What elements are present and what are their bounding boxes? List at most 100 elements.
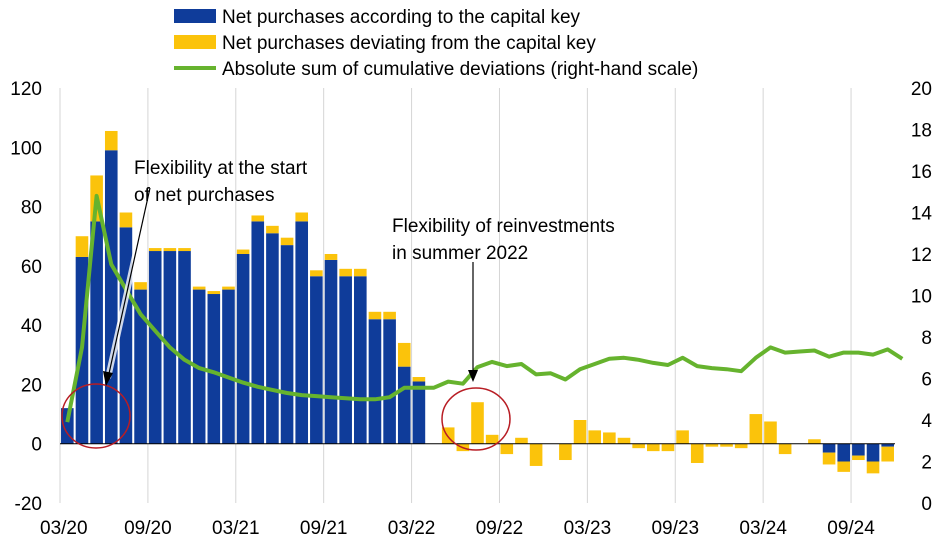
bar-deviating — [676, 430, 689, 444]
y2-tick-label: 12 — [911, 245, 932, 266]
bar-deviating — [368, 311, 382, 320]
bar-deviating — [690, 443, 704, 463]
bar-deviating — [881, 446, 894, 462]
bar-capital-key — [383, 319, 396, 444]
x-tick-label: 03/20 — [40, 518, 88, 539]
bar-deviating — [148, 248, 162, 252]
x-tick-label: 03/24 — [739, 518, 787, 539]
bar-capital-key — [822, 443, 836, 453]
y2-tick-label: 10 — [911, 287, 932, 308]
legend-label: Absolute sum of cumulative deviations (r… — [222, 59, 698, 80]
bars — [61, 130, 894, 474]
y-tick-label: 120 — [10, 79, 42, 100]
y2-tick-label: 18 — [911, 121, 932, 142]
arrow-head — [468, 370, 478, 382]
annotation-text: of net purchases — [134, 185, 274, 206]
bar-deviating — [412, 377, 426, 382]
bar-deviating — [324, 254, 338, 260]
bar-deviating — [866, 461, 880, 474]
bar-deviating — [354, 268, 367, 277]
legend: Net purchases according to the capital k… — [174, 7, 698, 80]
x-tick-label: 09/23 — [651, 518, 699, 539]
y-tick-label: 80 — [21, 198, 42, 219]
annotation-text: in summer 2022 — [392, 243, 528, 264]
bar-deviating — [500, 443, 514, 455]
bar-capital-key — [61, 408, 74, 444]
axes: -20 0 20 40 60 80 100 120 0 2 4 6 8 10 12 14 16 18 20 03/20… — [10, 79, 932, 539]
bar-capital-key — [266, 233, 279, 444]
bar-capital-key — [412, 381, 426, 444]
bar-deviating — [163, 248, 177, 252]
bar-deviating — [749, 414, 763, 444]
bar-deviating — [764, 421, 777, 444]
highlight-circle — [441, 387, 511, 451]
bar-deviating — [192, 286, 206, 290]
bar-deviating — [397, 342, 411, 367]
bar-deviating — [266, 225, 279, 234]
bar-capital-key — [207, 294, 221, 444]
legend-label: Net purchases deviating from the capital… — [222, 33, 596, 54]
bar-deviating — [529, 443, 543, 466]
bar-deviating — [134, 282, 147, 290]
y2-tick-label: 20 — [911, 79, 932, 100]
annotation-text: Flexibility of reinvestments — [392, 216, 615, 237]
bar-deviating — [588, 430, 601, 444]
bar-deviating — [720, 443, 733, 447]
y2-tick-label: 4 — [921, 411, 932, 432]
bar-capital-key — [134, 289, 147, 444]
y-tick-label: 100 — [10, 138, 42, 159]
bar-deviating — [119, 212, 133, 228]
bar-capital-key — [881, 443, 894, 447]
annotations: Flexibility at the start of net purchases… — [61, 158, 615, 451]
y2-tick-label: 6 — [921, 370, 932, 391]
bar-deviating — [617, 437, 631, 444]
bar-deviating — [295, 212, 309, 222]
annotation-text: Flexibility at the start — [134, 158, 308, 179]
x-tick-label: 03/23 — [564, 518, 612, 539]
bar-deviating — [207, 291, 221, 295]
x-tick-label: 09/20 — [124, 518, 172, 539]
bar-capital-key — [368, 319, 382, 444]
bar-deviating — [808, 439, 821, 444]
x-tick-label: 09/24 — [827, 518, 875, 539]
bar-deviating — [573, 420, 587, 444]
y-tick-label: 0 — [31, 435, 42, 456]
x-tick-label: 09/21 — [300, 518, 348, 539]
y-tick-label: 40 — [21, 316, 42, 337]
bar-capital-key — [104, 150, 118, 444]
bar-deviating — [852, 455, 865, 461]
bar-capital-key — [324, 259, 338, 444]
bar-capital-key — [852, 443, 865, 456]
bar-capital-key — [222, 289, 235, 444]
y2-tick-label: 8 — [921, 328, 932, 349]
arrow-line — [107, 187, 151, 379]
bar-capital-key — [354, 276, 367, 444]
bar-deviating — [734, 443, 748, 449]
bar-deviating — [280, 237, 294, 246]
bar-capital-key — [866, 443, 880, 462]
bar-deviating — [837, 461, 851, 472]
y2-tick-label: 14 — [911, 204, 933, 225]
bar-deviating — [310, 270, 323, 277]
cumulative-line — [65, 193, 904, 423]
x-tick-label: 03/22 — [388, 518, 436, 539]
bar-capital-key — [90, 221, 103, 444]
bar-deviating — [559, 443, 572, 461]
legend-swatch — [174, 35, 216, 49]
bar-capital-key — [837, 443, 851, 462]
bar-deviating — [632, 443, 645, 449]
y2-tick-label: 16 — [911, 162, 932, 183]
bar-capital-key — [310, 276, 323, 444]
bar-capital-key — [295, 221, 309, 444]
bar-capital-key — [280, 245, 294, 444]
arrow-head — [103, 371, 113, 386]
bar-deviating — [485, 434, 499, 444]
bar-capital-key — [339, 276, 352, 444]
bar-deviating — [104, 130, 118, 151]
y2-tick-label: 0 — [921, 494, 932, 515]
bar-deviating — [471, 402, 484, 444]
bar-deviating — [178, 248, 191, 252]
bar-deviating — [383, 311, 396, 320]
bar-deviating — [822, 452, 836, 465]
